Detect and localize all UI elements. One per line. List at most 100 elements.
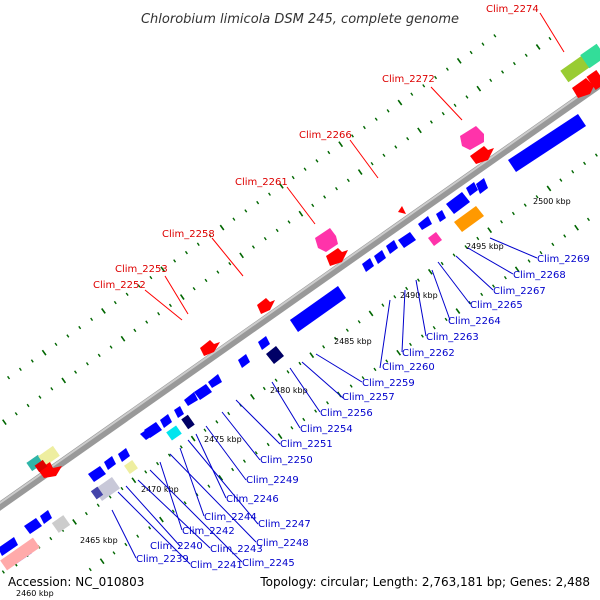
gene-block[interactable] bbox=[0, 537, 40, 571]
gene-label[interactable]: Clim_2268 bbox=[513, 270, 566, 281]
gene-label[interactable]: Clim_2262 bbox=[402, 348, 455, 359]
gene-arrow[interactable] bbox=[266, 346, 284, 364]
track-tick bbox=[422, 84, 426, 88]
gene-arrow[interactable] bbox=[398, 232, 416, 248]
gene-label[interactable]: Clim_2267 bbox=[493, 286, 546, 297]
gene-label[interactable]: Clim_2254 bbox=[300, 424, 353, 435]
gene-label[interactable]: Clim_2263 bbox=[426, 332, 479, 343]
track-tick bbox=[314, 409, 318, 413]
gene-label[interactable]: Clim_2243 bbox=[210, 544, 263, 555]
gene-arrow[interactable] bbox=[200, 340, 220, 356]
track-tick bbox=[120, 335, 126, 342]
gene-label[interactable]: Clim_2261 bbox=[235, 177, 288, 188]
gene-arrow[interactable] bbox=[118, 448, 130, 462]
gene-arrow[interactable] bbox=[476, 178, 488, 194]
gene-label[interactable]: Clim_2252 bbox=[93, 280, 146, 291]
track-tick bbox=[559, 178, 563, 182]
gene-block[interactable] bbox=[51, 515, 71, 533]
gene-block[interactable] bbox=[90, 486, 104, 500]
gene-arrow[interactable] bbox=[24, 518, 42, 534]
gene-label[interactable]: Clim_2247 bbox=[258, 519, 311, 530]
gene-arrow[interactable] bbox=[315, 228, 338, 252]
gene-label[interactable]: Clim_2256 bbox=[320, 408, 373, 419]
gene-arrow[interactable] bbox=[436, 210, 446, 222]
track-tick bbox=[131, 477, 137, 484]
gene-arrow[interactable] bbox=[374, 250, 386, 264]
track-tick bbox=[179, 294, 185, 300]
gene-block[interactable] bbox=[34, 459, 48, 473]
gene-arrow[interactable] bbox=[326, 248, 348, 266]
gene-label[interactable]: Clim_2259 bbox=[362, 378, 415, 389]
gene-arrow[interactable] bbox=[208, 374, 222, 388]
gene-label[interactable]: Clim_2265 bbox=[470, 300, 523, 311]
gene-label[interactable]: Clim_2250 bbox=[260, 455, 313, 466]
gene-label[interactable]: Clim_2274 bbox=[486, 4, 539, 15]
track-tick bbox=[456, 57, 462, 64]
gene-arrow[interactable] bbox=[40, 510, 52, 524]
gene-arrow[interactable] bbox=[446, 192, 470, 214]
gene-arrow[interactable] bbox=[508, 114, 586, 172]
track-tick bbox=[167, 453, 171, 457]
gene-arrow[interactable] bbox=[290, 286, 346, 332]
gene-block[interactable] bbox=[586, 70, 600, 90]
gene-label[interactable]: Clim_2272 bbox=[382, 74, 435, 85]
gene-block[interactable] bbox=[166, 425, 182, 441]
gene-arrow[interactable] bbox=[428, 232, 442, 246]
gene-arrow[interactable] bbox=[290, 316, 298, 326]
gene-arrow[interactable] bbox=[386, 240, 398, 254]
gene-label[interactable]: Clim_2248 bbox=[256, 538, 309, 549]
track-tick bbox=[394, 145, 398, 149]
track-tick bbox=[345, 328, 349, 332]
gene-label[interactable]: Clim_2240 bbox=[150, 541, 203, 552]
gene-label[interactable]: Clim_2249 bbox=[246, 475, 299, 486]
gene-label[interactable]: Clim_2246 bbox=[226, 494, 279, 505]
gene-label[interactable]: Clim_2258 bbox=[162, 229, 215, 240]
gene-label[interactable]: Clim_2266 bbox=[299, 130, 352, 141]
track-tick bbox=[432, 325, 436, 330]
gene-arrow[interactable] bbox=[460, 126, 484, 150]
track-tick bbox=[586, 217, 590, 222]
gene-arrow[interactable] bbox=[88, 466, 106, 482]
gene-arrow[interactable] bbox=[572, 78, 596, 98]
gene-label[interactable]: Clim_2245 bbox=[242, 558, 295, 569]
gene-arrow[interactable] bbox=[184, 392, 198, 406]
gene-block[interactable] bbox=[26, 454, 44, 472]
track-tick bbox=[96, 503, 100, 508]
gene-label[interactable]: Clim_2269 bbox=[537, 254, 590, 265]
gene-arrow[interactable] bbox=[418, 216, 432, 230]
gene-arrow[interactable] bbox=[238, 354, 250, 368]
gene-arrow[interactable] bbox=[257, 298, 275, 314]
gene-arrow[interactable] bbox=[174, 406, 184, 418]
gene-arrow[interactable] bbox=[104, 456, 116, 470]
gene-arrow[interactable] bbox=[194, 384, 212, 400]
gene-label[interactable]: Clim_2239 bbox=[136, 554, 189, 565]
gene-arrow[interactable] bbox=[258, 336, 270, 350]
gene-block[interactable] bbox=[124, 460, 138, 474]
gene-arrow[interactable] bbox=[0, 537, 18, 556]
track-tick bbox=[262, 386, 266, 391]
track-tick bbox=[90, 317, 94, 321]
gene-label[interactable]: Clim_2244 bbox=[204, 512, 257, 523]
gene-block[interactable] bbox=[580, 43, 600, 69]
gene-block[interactable] bbox=[560, 55, 590, 83]
gene-arrow[interactable] bbox=[398, 206, 406, 214]
gene-block[interactable] bbox=[181, 414, 195, 430]
gene-arrow[interactable] bbox=[144, 422, 162, 438]
gene-label[interactable]: Clim_2241 bbox=[190, 560, 243, 571]
gene-label[interactable]: Clim_2260 bbox=[382, 362, 435, 373]
gene-arrow[interactable] bbox=[454, 206, 484, 232]
track-tick bbox=[503, 276, 507, 280]
gene-label[interactable]: Clim_2253 bbox=[115, 264, 168, 275]
gene-label[interactable]: Clim_2257 bbox=[342, 392, 395, 403]
reverse-callouts bbox=[111, 237, 538, 565]
gene-label[interactable]: Clim_2264 bbox=[448, 316, 501, 327]
gene-arrow[interactable] bbox=[470, 146, 494, 164]
gene-label[interactable]: Clim_2251 bbox=[280, 439, 333, 450]
gene-arrow[interactable] bbox=[362, 258, 374, 272]
gene-label[interactable]: Clim_2242 bbox=[182, 526, 235, 537]
gene-arrow[interactable] bbox=[160, 414, 172, 428]
gene-arrow[interactable] bbox=[466, 182, 478, 196]
track-tick bbox=[298, 361, 302, 366]
track-tick bbox=[373, 367, 377, 372]
track-tick bbox=[464, 245, 468, 249]
